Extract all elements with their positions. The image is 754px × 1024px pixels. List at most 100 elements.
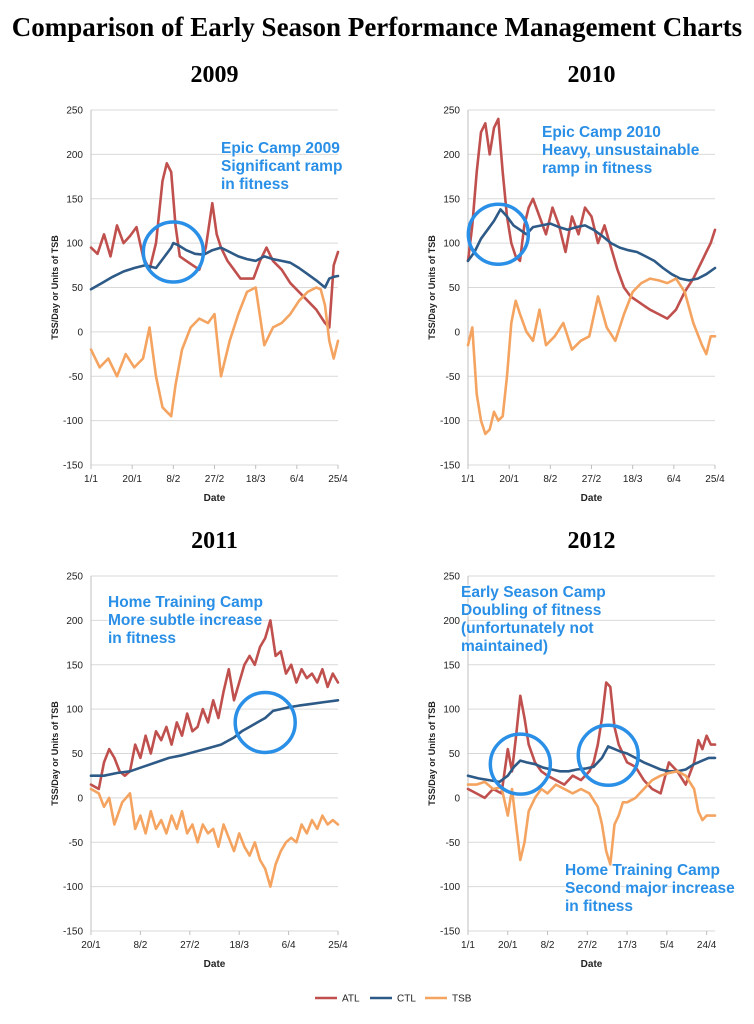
annotation-line: in fitness	[221, 176, 290, 193]
y-tick-label: -100	[63, 882, 83, 893]
series-line-tsb	[89, 787, 340, 888]
chart-panel-2010: 2010 250 200 150 100 50 0 -50 -100 -150 1/1 20/1 8/2…	[377, 52, 754, 522]
annotation-line: in fitness	[108, 630, 177, 647]
x-tick-label: 18/3	[246, 474, 266, 485]
y-tick-label: -100	[440, 416, 460, 427]
series-line-atl	[89, 619, 340, 791]
x-tick-label: 25/4	[705, 474, 725, 485]
series-line-ctl	[89, 699, 340, 778]
y-tick-label: 150	[66, 660, 83, 671]
y-tick-label: -100	[63, 416, 83, 427]
series-line-atl	[466, 681, 717, 800]
x-tick-label: 8/2	[543, 474, 557, 485]
y-tick-label: 200	[443, 616, 460, 627]
x-axis-label: Date	[581, 493, 603, 504]
x-tick-label: 24/4	[697, 940, 717, 951]
y-tick-label: -50	[446, 838, 461, 849]
annotation: Epic Camp 2010 Heavy, unsustainable ramp i…	[542, 124, 699, 178]
y-tick-label: -50	[446, 372, 461, 383]
y-tick-label: 250	[66, 572, 83, 583]
series-line-tsb	[466, 277, 717, 436]
x-tick-label: 6/4	[667, 474, 681, 485]
chart-panel-2011: 2011 250 200 150 100 50 0 -50 -100 -150 20/1 8/2 27/…	[0, 518, 377, 988]
y-tick-label: -150	[63, 461, 83, 472]
y-tick-label: -100	[440, 882, 460, 893]
annotation-line: Second major increase	[565, 880, 735, 897]
y-tick-label: 50	[72, 283, 84, 294]
y-axis-label: TSS/Day or Units of TSB	[427, 701, 437, 806]
x-tick-label: 18/3	[623, 474, 643, 485]
series-line-ctl	[89, 241, 340, 291]
x-axis-label: Date	[204, 493, 226, 504]
y-tick-label: 100	[443, 705, 460, 716]
highlight-circle-2	[576, 723, 640, 788]
x-tick-label: 27/2	[180, 940, 200, 951]
x-axis-label: Date	[204, 959, 226, 970]
series-line-atl	[466, 117, 717, 320]
chart-legend: ATL CTL TSB	[0, 988, 754, 1008]
y-tick-label: 150	[66, 194, 83, 205]
x-tick-label: 1/1	[461, 474, 475, 485]
x-tick-label: 6/4	[290, 474, 304, 485]
annotation-line: Home Training Camp	[108, 594, 264, 611]
y-tick-label: 200	[66, 150, 83, 161]
annotation-line: in fitness	[565, 898, 634, 915]
chart-panel-2009: 2009 250 200 150 100 50 0 -50 -100 -150 1/1 20/1 8/2…	[0, 52, 377, 522]
y-tick-label: -50	[69, 372, 84, 383]
annotation: Early Season Camp Doubling of fitness (unf…	[461, 584, 606, 656]
annotation-line: Doubling of fitness	[461, 602, 602, 619]
series-line-tsb	[466, 770, 717, 866]
y-tick-label: 150	[443, 660, 460, 671]
y-tick-label: -50	[69, 838, 84, 849]
chart-svg-2011: 2011 250 200 150 100 50 0 -50 -100 -150 20/1 8/2 27/…	[50, 528, 348, 970]
x-tick-label: 27/2	[578, 940, 598, 951]
x-tick-label: 25/4	[328, 474, 348, 485]
chart-title: 2009	[191, 62, 239, 88]
annotation: Home Training Camp More subtle increase in…	[108, 594, 263, 648]
x-tick-label: 1/1	[84, 474, 98, 485]
y-tick-label: 0	[77, 327, 83, 338]
y-tick-label: -150	[63, 927, 83, 938]
series-line-ctl	[466, 208, 717, 282]
y-tick-label: 250	[443, 106, 460, 117]
y-tick-label: 0	[454, 793, 460, 804]
y-axis-label: TSS/Day or Units of TSB	[427, 235, 437, 340]
annotation-line: Significant ramp	[221, 158, 343, 175]
y-tick-label: 100	[443, 239, 460, 250]
legend-label: ATL	[342, 994, 360, 1005]
annotation-line: Early Season Camp	[461, 584, 606, 601]
legend-label: CTL	[397, 994, 416, 1005]
y-axis-label: TSS/Day or Units of TSB	[50, 701, 60, 806]
y-tick-label: 200	[443, 150, 460, 161]
highlight-circle	[233, 690, 297, 755]
legend-svg: ATL CTL TSB	[315, 994, 472, 1005]
y-tick-label: 250	[66, 106, 83, 117]
y-tick-label: 0	[454, 327, 460, 338]
legend-label: TSB	[452, 994, 472, 1005]
chart-title: 2010	[568, 62, 616, 88]
x-tick-label: 8/2	[541, 940, 555, 951]
x-tick-label: 6/4	[282, 940, 296, 951]
y-tick-label: 100	[66, 239, 83, 250]
x-tick-label: 20/1	[122, 474, 142, 485]
legend-item-ctl: CTL	[370, 994, 416, 1005]
annotation-line: Epic Camp 2010	[542, 124, 661, 141]
y-tick-label: -150	[440, 927, 460, 938]
highlight-circle	[466, 202, 531, 266]
annotation-line: ramp in fitness	[542, 160, 653, 177]
annotation-line: Heavy, unsustainable	[542, 142, 700, 159]
x-tick-label: 17/3	[617, 940, 637, 951]
y-tick-label: 250	[443, 572, 460, 583]
y-tick-label: 150	[443, 194, 460, 205]
y-tick-label: 100	[66, 705, 83, 716]
annotation-line: maintained)	[461, 638, 548, 655]
chart-panel-2012: 2012 250 200 150 100 50 0 -50 -100 -150 1/1 20/1 8/2…	[377, 518, 754, 988]
y-tick-label: 200	[66, 616, 83, 627]
x-tick-label: 27/2	[205, 474, 225, 485]
x-tick-label: 5/4	[660, 940, 674, 951]
legend-item-atl: ATL	[315, 994, 360, 1005]
x-tick-label: 1/1	[461, 940, 475, 951]
